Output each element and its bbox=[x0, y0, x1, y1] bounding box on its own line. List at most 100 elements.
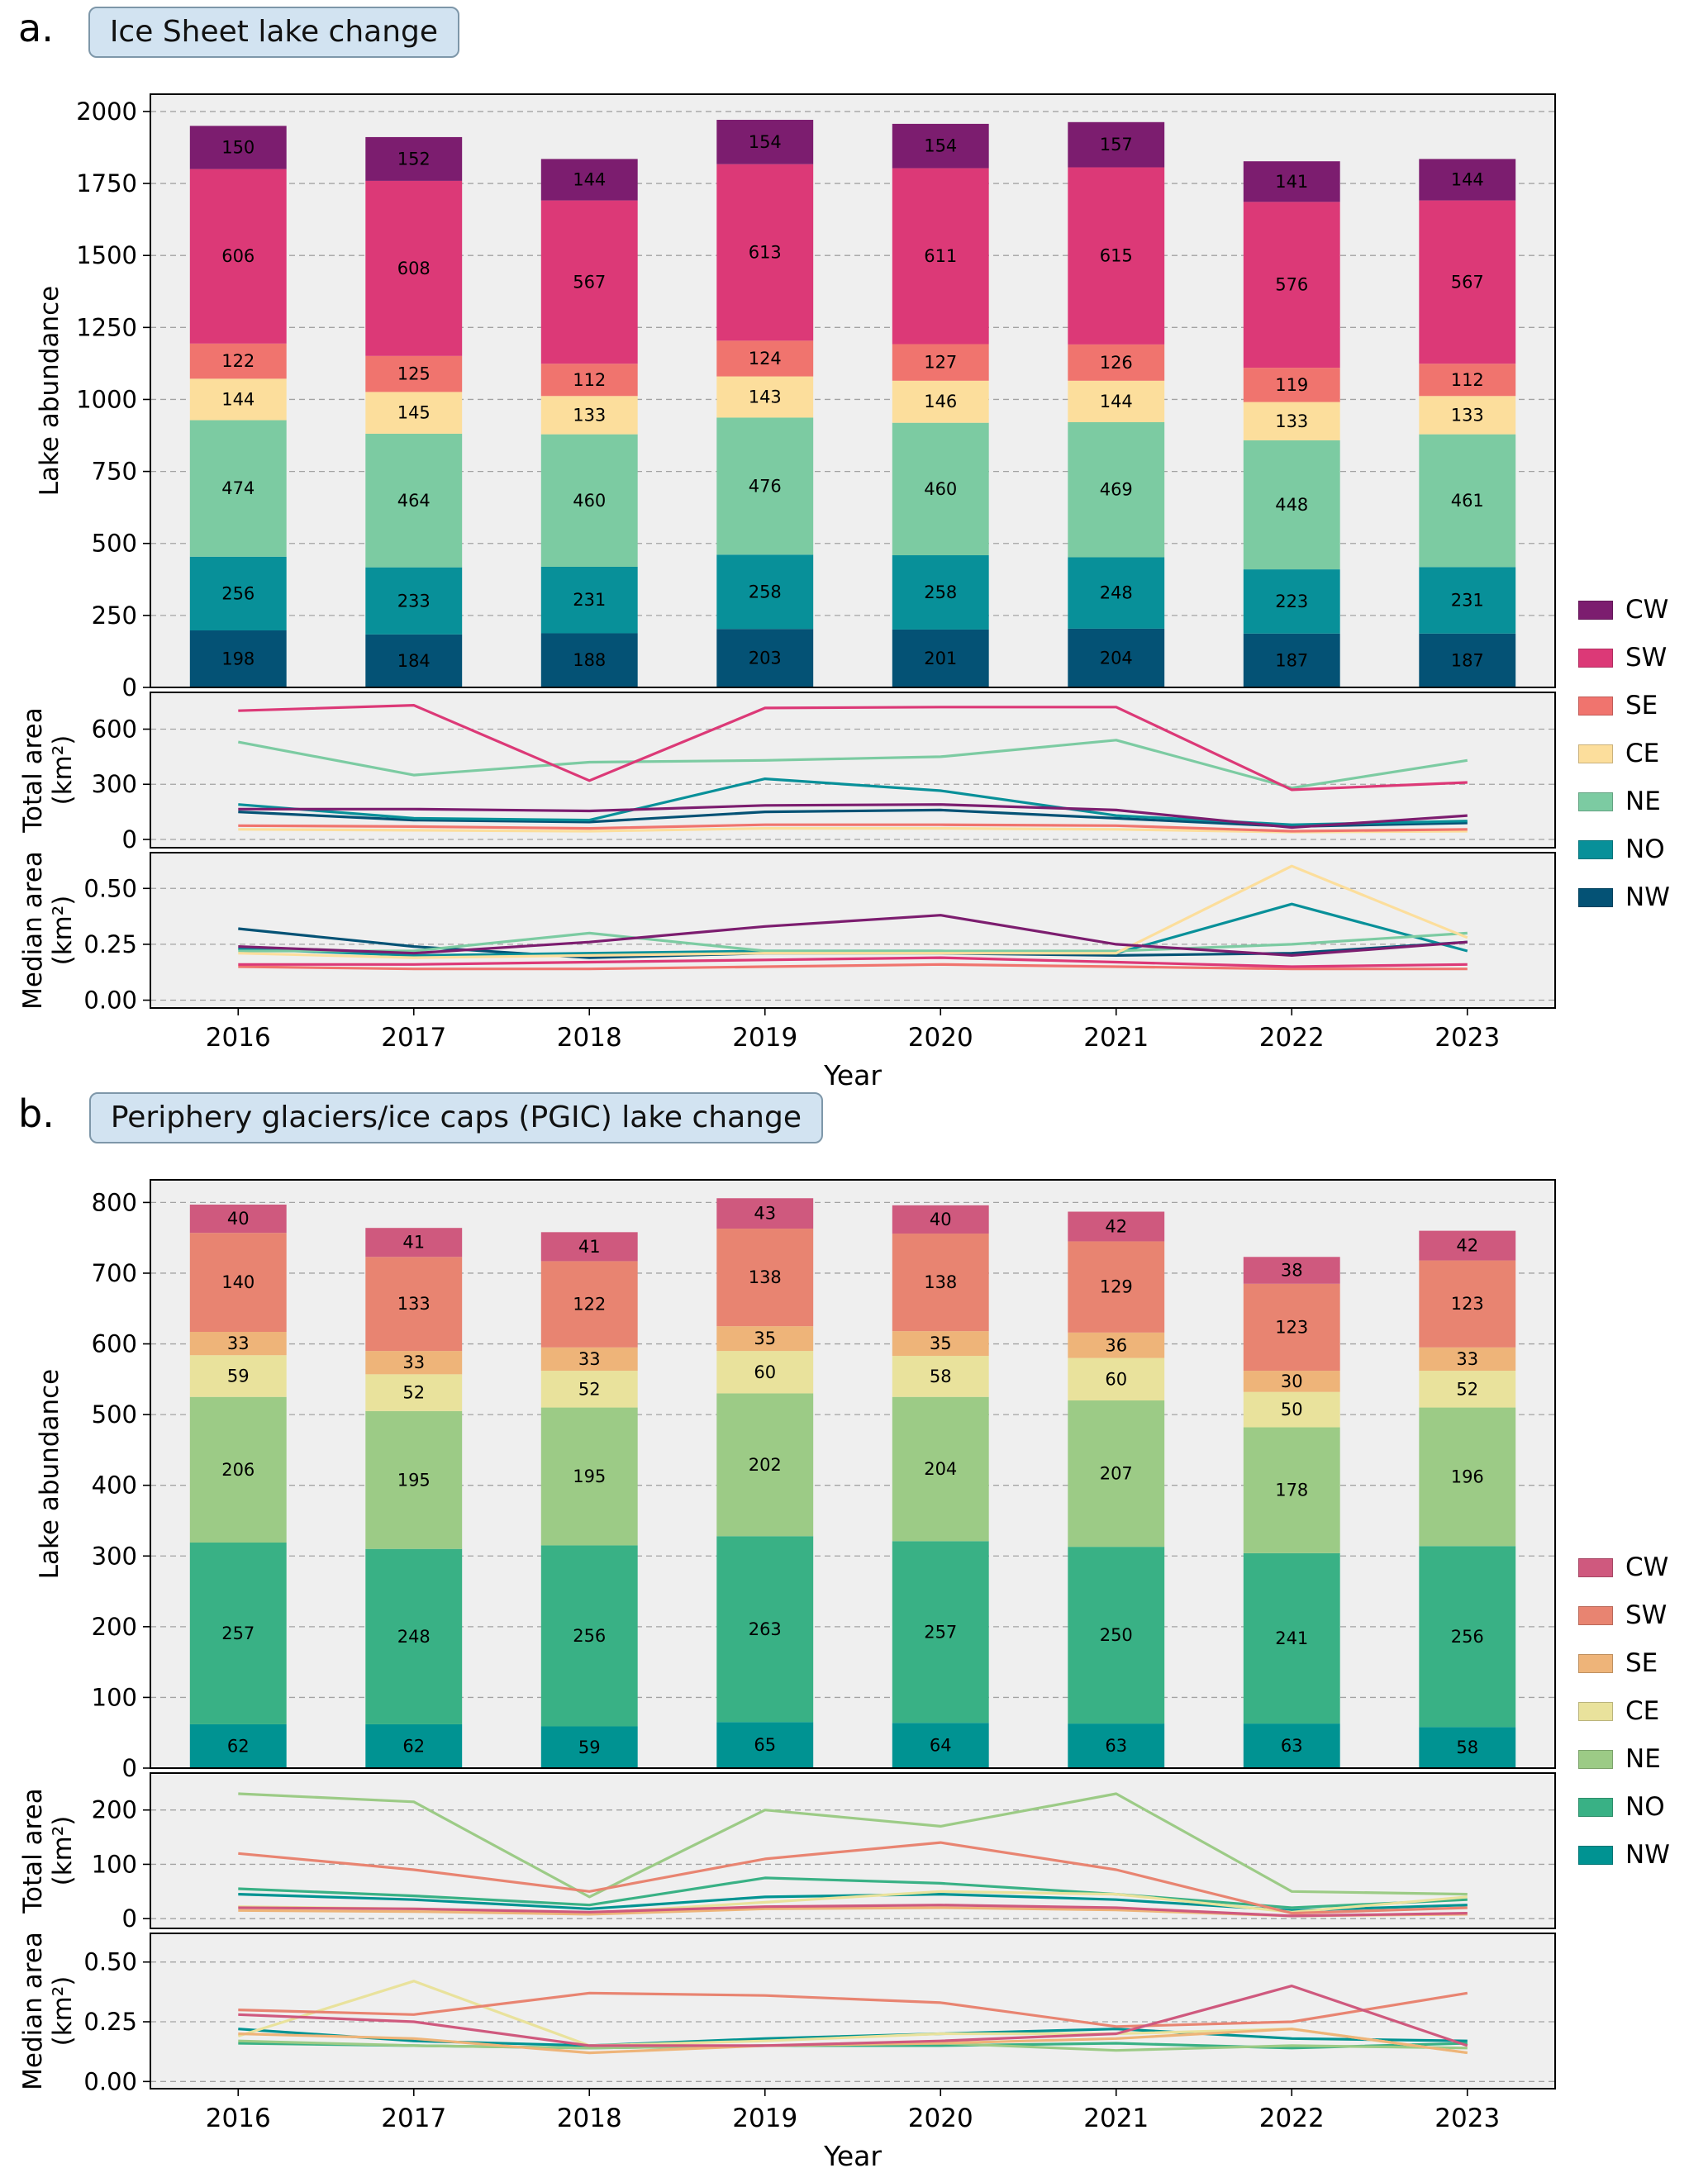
bar-value-label: 35 bbox=[930, 1334, 952, 1353]
panel-a-header: a. Ice Sheet lake change bbox=[18, 7, 1708, 66]
y-axis-label: Lake abundance bbox=[35, 286, 64, 496]
bar-value-label: 460 bbox=[573, 491, 606, 511]
x-tick-label: 2021 bbox=[1083, 2104, 1149, 2133]
legend-label: NW bbox=[1625, 1840, 1670, 1870]
series-line-NO bbox=[238, 777, 1468, 826]
series-line-CW bbox=[238, 1984, 1468, 2047]
bar-value-label: 248 bbox=[397, 1627, 431, 1647]
bar-segment-NO bbox=[892, 1541, 989, 1723]
legend-swatch-SW bbox=[1578, 1605, 1613, 1625]
y-tick-label: 0 bbox=[122, 673, 137, 701]
legend-label: CE bbox=[1625, 1696, 1660, 1726]
x-tick-label: 2020 bbox=[908, 1023, 973, 1053]
x-tick-label: 2017 bbox=[381, 2104, 446, 2133]
bar-segment-NW bbox=[1243, 633, 1340, 687]
bar-segment-SW bbox=[365, 180, 463, 356]
legend-item-CE: CE bbox=[1578, 739, 1670, 768]
bar-segment-NW bbox=[716, 629, 814, 687]
bar-value-label: 257 bbox=[221, 1624, 255, 1643]
x-tick-label: 2023 bbox=[1434, 2104, 1500, 2133]
panel-a-legend: CW SW SE CE NE NO NW bbox=[1578, 595, 1670, 912]
bar-segment-SW bbox=[365, 1257, 463, 1352]
y-axis-label: (km²) bbox=[48, 735, 78, 806]
y-axis-label: Total area bbox=[18, 1788, 48, 1914]
bar-segment-NO bbox=[540, 566, 638, 634]
legend-item-NW: NW bbox=[1578, 1840, 1670, 1870]
bar-segment-NE bbox=[365, 433, 463, 568]
y-tick-label: 300 bbox=[92, 770, 137, 798]
legend-item-NO: NO bbox=[1578, 1792, 1670, 1822]
bar-segment-NE bbox=[716, 417, 814, 555]
bar-segment-CE bbox=[1068, 1357, 1165, 1400]
bar-value-label: 133 bbox=[397, 1294, 431, 1314]
bar-segment-NO bbox=[892, 555, 989, 630]
bar-value-label: 464 bbox=[397, 491, 431, 511]
bar-segment-NO bbox=[365, 1548, 463, 1724]
bar-segment-SW bbox=[892, 1234, 989, 1332]
x-tick-label: 2017 bbox=[381, 1023, 446, 1053]
bar-value-label: 41 bbox=[402, 1233, 425, 1253]
y-tick-label: 600 bbox=[92, 715, 137, 743]
legend-label: CE bbox=[1625, 739, 1660, 768]
bar-segment-CW bbox=[716, 120, 814, 164]
panel-a: a. Ice Sheet lake change 198 256 474 144 122… bbox=[18, 7, 1708, 1089]
y-tick-label: 1250 bbox=[76, 313, 137, 341]
y-axis-label: (km²) bbox=[48, 1816, 78, 1886]
y-tick-label: 400 bbox=[92, 1471, 137, 1500]
series-line-SE bbox=[238, 823, 1468, 833]
bar-value-label: 122 bbox=[221, 351, 255, 371]
bar-value-label: 141 bbox=[1275, 172, 1308, 192]
bar-value-label: 144 bbox=[1100, 392, 1133, 411]
bar-segment-CW bbox=[1068, 121, 1165, 168]
y-tick-label: 700 bbox=[92, 1259, 137, 1287]
bar-value-label: 58 bbox=[1456, 1738, 1478, 1757]
bar-value-label: 178 bbox=[1275, 1481, 1308, 1500]
bar-segment-NW bbox=[1068, 628, 1165, 687]
bar-value-label: 448 bbox=[1275, 495, 1308, 515]
bar-segment-CE bbox=[892, 1356, 989, 1397]
legend-item-NO: NO bbox=[1578, 834, 1670, 864]
bar-value-label: 133 bbox=[573, 405, 606, 425]
bar-segment-NO bbox=[1068, 1547, 1165, 1724]
x-tick-label: 2020 bbox=[908, 2104, 973, 2133]
y-tick-label: 600 bbox=[92, 1330, 137, 1358]
panel-b-header: b. Periphery glaciers/ice caps (PGIC) la… bbox=[18, 1092, 1708, 1152]
legend-item-SE: SE bbox=[1578, 691, 1670, 720]
bar-segment-SE bbox=[540, 364, 638, 397]
legend-swatch-SE bbox=[1578, 696, 1613, 716]
y-tick-label: 250 bbox=[92, 601, 137, 630]
x-tick-label: 2023 bbox=[1434, 1023, 1500, 1053]
bar-segment-CW bbox=[892, 1205, 989, 1234]
legend-item-SW: SW bbox=[1578, 1600, 1670, 1630]
legend-label: SW bbox=[1625, 643, 1668, 673]
bar-segment-NO bbox=[1243, 569, 1340, 634]
bar-value-label: 608 bbox=[397, 259, 431, 278]
bar-value-label: 125 bbox=[397, 364, 431, 384]
bar-segment-CW bbox=[1419, 159, 1516, 201]
y-tick-label: 100 bbox=[92, 1850, 137, 1878]
plot-frame bbox=[150, 1933, 1556, 2090]
bar-value-label: 124 bbox=[749, 349, 782, 368]
legend-item-CW: CW bbox=[1578, 595, 1670, 625]
bar-segment-SW bbox=[189, 169, 287, 344]
bar-value-label: 146 bbox=[924, 392, 957, 411]
bar-value-label: 127 bbox=[924, 353, 957, 373]
x-tick-label: 2019 bbox=[732, 2104, 797, 2133]
bar-value-label: 33 bbox=[1456, 1349, 1478, 1369]
y-tick-label: 200 bbox=[92, 1613, 137, 1641]
y-tick-label: 0.00 bbox=[83, 987, 137, 1015]
bar-segment-NW bbox=[1068, 1723, 1165, 1768]
bar-value-label: 567 bbox=[1451, 272, 1484, 292]
bar-value-label: 62 bbox=[227, 1736, 250, 1756]
bar-segment-CE bbox=[540, 396, 638, 435]
legend-swatch-SE bbox=[1578, 1653, 1613, 1673]
bar-segment-CW bbox=[716, 1198, 814, 1229]
bar-value-label: 143 bbox=[749, 387, 782, 406]
bar-segment-SE bbox=[365, 355, 463, 392]
bar-segment-CE bbox=[1419, 396, 1516, 435]
bar-value-label: 611 bbox=[924, 246, 957, 266]
legend-item-SW: SW bbox=[1578, 643, 1670, 673]
series-line-CW bbox=[238, 914, 1468, 958]
series-line-CE bbox=[238, 826, 1468, 834]
